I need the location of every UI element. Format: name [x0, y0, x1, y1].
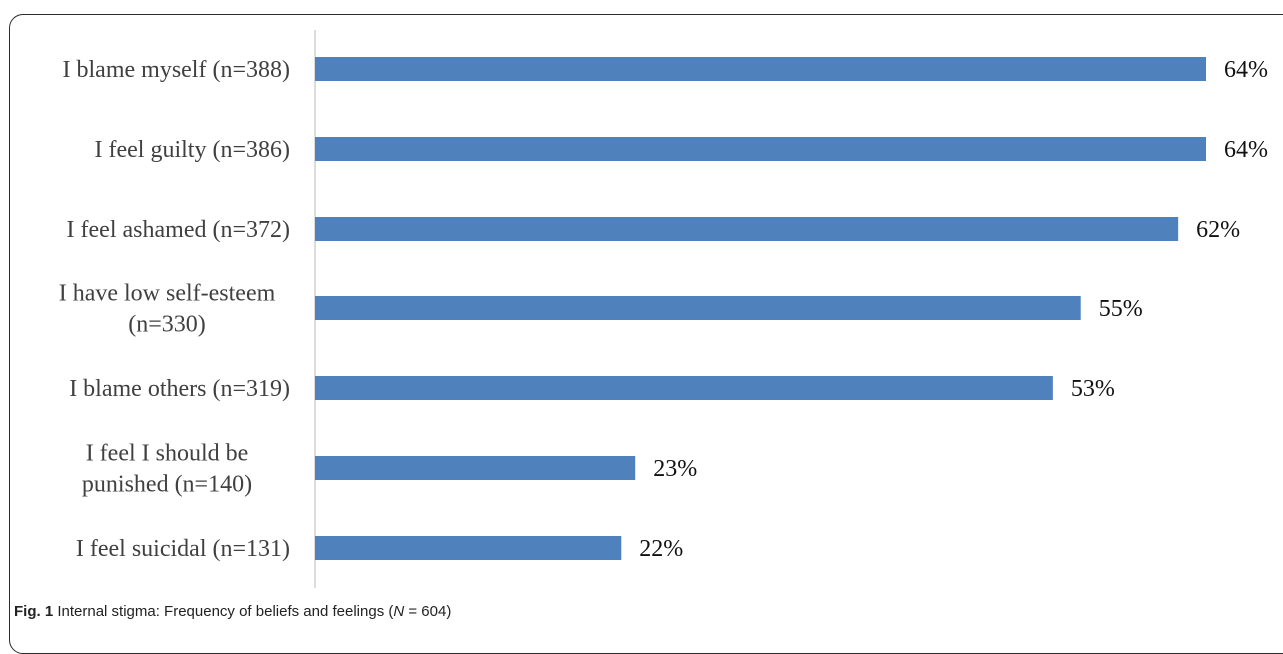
value-label-0: 64%: [1224, 57, 1268, 83]
category-label-6: I feel suicidal (n=131): [76, 536, 290, 562]
figure-caption: Fig. 1 Internal stigma: Frequency of bel…: [14, 603, 451, 620]
bar-0: [315, 57, 1206, 81]
value-label-1: 64%: [1224, 137, 1268, 163]
bar-4: [315, 376, 1053, 400]
caption-text-after: = 604): [404, 603, 452, 620]
caption-n-symbol: N: [393, 603, 405, 620]
bar-chart: 64% I blame myself (n=388) 64% I feel guilt…: [59, 30, 1268, 588]
caption-fig-label: Fig. 1: [14, 603, 54, 620]
category-label-3: I have low self-esteem (n=330): [59, 281, 276, 338]
value-label-3: 55%: [1099, 296, 1143, 322]
bar-3: [315, 296, 1081, 320]
bar-5: [315, 456, 636, 480]
category-label-2: I feel ashamed (n=372): [67, 217, 290, 243]
category-label-5: I feel I should be punished (n=140): [82, 441, 252, 498]
bar-6: [315, 536, 622, 560]
bar-1: [315, 137, 1206, 161]
value-label-2: 62%: [1196, 217, 1240, 243]
category-label-0: I blame myself (n=388): [63, 57, 290, 83]
category-label-1: I feel guilty (n=386): [95, 137, 290, 163]
value-label-4: 53%: [1071, 376, 1115, 402]
caption-text: Internal stigma: Frequency of beliefs an…: [57, 603, 394, 620]
category-label-4: I blame others (n=319): [69, 376, 290, 402]
value-label-5: 23%: [653, 456, 697, 482]
value-label-6: 22%: [639, 536, 683, 562]
bar-2: [315, 217, 1179, 241]
